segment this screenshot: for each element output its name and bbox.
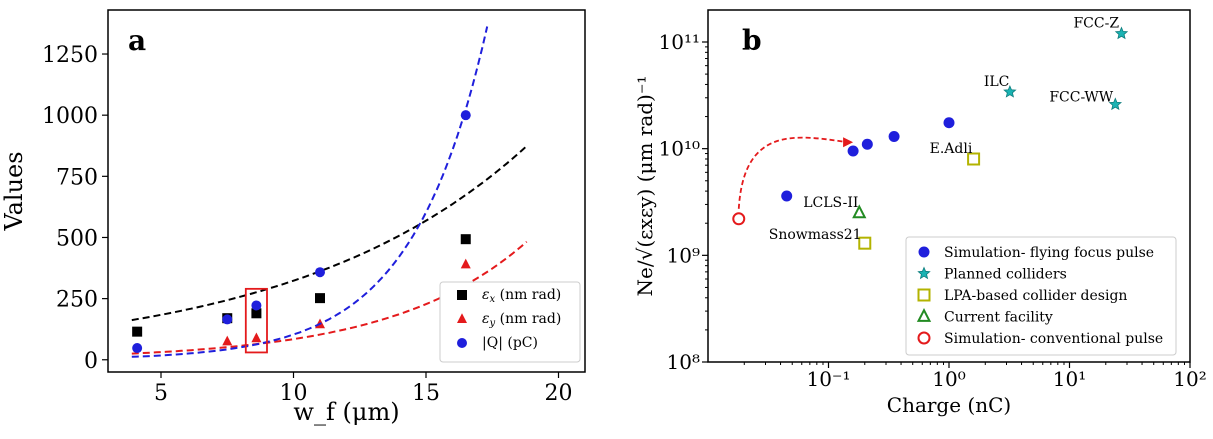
point-a-2-1 [222, 314, 233, 325]
legend-label-b-2: LPA-based collider design [944, 288, 1127, 304]
legend-marker-a-2 [457, 338, 467, 348]
plot-frame-a [107, 9, 586, 373]
x-tick-label-a-1: 10 [280, 381, 308, 406]
legend-label-rest-a-0: (nm rad) [495, 287, 561, 303]
annotation-b-fcc-z: FCC-Z [1073, 16, 1119, 32]
annotation-b-snowmass21: Snowmass21 [769, 227, 862, 243]
x-tick-label-a-0: 5 [154, 381, 168, 406]
point-b-0-0 [781, 190, 793, 202]
x-tick-label-a-2: 15 [412, 381, 440, 406]
point-b-1-1 [1003, 84, 1017, 98]
point-a-2-0 [132, 343, 143, 354]
x-axis-label-a: w_f (μm) [293, 398, 399, 426]
fit-curve-a-1 [131, 240, 528, 355]
legend-label-b-1: Planned colliders [944, 267, 1067, 283]
arrow-b [737, 136, 848, 209]
point-b-2-1 [858, 236, 872, 250]
point-b-0-4 [943, 117, 955, 129]
point-b-1-2 [1108, 97, 1123, 111]
legend-b [905, 236, 1177, 356]
point-a-0-3 [315, 293, 325, 304]
point-b-4-0 [732, 212, 746, 226]
x-tick-label-b-0: 10⁻¹ [806, 367, 850, 391]
legend-marker-b-0 [918, 246, 930, 258]
legend-label-a-0: εx (nm rad) [482, 287, 561, 305]
arrow-head-b [843, 137, 854, 148]
point-a-2-4 [460, 110, 471, 121]
y-tick-label-a-1: 250 [56, 288, 98, 313]
legend-label-b-0: Simulation- flying focus pulse [944, 245, 1154, 261]
legend-label-main-a-2: |Q| [482, 335, 503, 351]
panel-label-b: b [742, 24, 762, 57]
legend-label-main-a-0: ε [482, 287, 490, 303]
legend-marker-b-3 [916, 307, 932, 322]
panel-a: 5 10 15 20 0 250 500 750 1000 1250 Values w_f (μm) a… [0, 9, 586, 426]
legend-label-a-1: εy (nm rad) [482, 311, 561, 329]
point-a-0-0 [132, 326, 143, 337]
point-a-1-1 [251, 332, 262, 343]
legend-label-sub-a-1: y [489, 318, 496, 329]
x-axis-label-b: Charge (nC) [887, 393, 1011, 417]
annotation-b-lcls-ii: LCLS-II [803, 195, 858, 211]
annotation-b-fcc-ww: FCC-WW [1049, 89, 1113, 105]
y-tick-label-b-0: 10⁸ [667, 350, 700, 374]
point-a-1-0 [222, 335, 233, 346]
point-a-2-2 [251, 300, 262, 311]
y-tick-label-a-5: 1250 [42, 43, 98, 68]
legend-label-rest-a-1: (nm rad) [495, 311, 561, 327]
y-tick-label-a-2: 500 [56, 226, 98, 251]
legend-label-b-4: Simulation- conventional pulse [944, 331, 1163, 347]
legend-label-a-2: |Q| (pC) [482, 335, 538, 351]
x-tick-label-a-3: 20 [545, 381, 573, 406]
x-tick-label-b-3: 10² [1173, 367, 1206, 391]
fit-curve-a-0 [131, 145, 528, 322]
point-a-0-2 [251, 308, 262, 319]
y-tick-label-a-0: 0 [84, 349, 98, 374]
y-tick-label-a-3: 750 [56, 165, 98, 190]
legend-marker-a-0 [457, 290, 467, 300]
y-axis-label-a: Values [0, 151, 28, 231]
legend-marker-a-1 [457, 313, 467, 323]
y-tick-label-b-3: 10¹¹ [659, 30, 700, 54]
x-tick-label-b-1: 10⁰ [932, 367, 965, 391]
legend-marker-b-4 [917, 331, 931, 345]
point-a-1-3 [460, 258, 471, 269]
point-b-0-3 [888, 131, 900, 143]
x-tick-label-b-2: 10¹ [1053, 367, 1086, 391]
annotation-b-ilc: ILC [984, 74, 1010, 90]
point-b-2-0 [967, 152, 981, 166]
legend-label-b-3: Current facility [944, 310, 1053, 326]
highlight-box-a [244, 287, 268, 354]
legend-label-rest-a-2: (pC) [503, 335, 538, 351]
legend-marker-b-2 [917, 288, 931, 302]
point-a-0-4 [460, 234, 471, 245]
point-b-3-0 [852, 204, 867, 219]
point-b-0-2 [861, 138, 873, 150]
legend-marker-b-1 [917, 266, 931, 280]
point-b-0-1 [847, 145, 859, 157]
y-tick-label-b-1: 10⁹ [667, 243, 700, 267]
legend-label-main-a-1: ε [482, 311, 490, 327]
fit-curve-a-2 [131, 26, 489, 358]
legend-label-sub-a-0: x [490, 294, 496, 305]
y-axis-label-b: Ne/√(εxεy) (μm rad)⁻¹ [633, 76, 657, 297]
point-b-1-0 [1114, 26, 1129, 40]
y-tick-label-b-2: 10¹⁰ [659, 137, 700, 161]
y-tick-label-a-4: 1000 [42, 104, 98, 129]
panel-label-a: a [128, 24, 146, 57]
annotation-b-e.adli: E.Adli [930, 141, 973, 157]
point-a-2-3 [315, 267, 325, 278]
legend-a [439, 281, 581, 363]
